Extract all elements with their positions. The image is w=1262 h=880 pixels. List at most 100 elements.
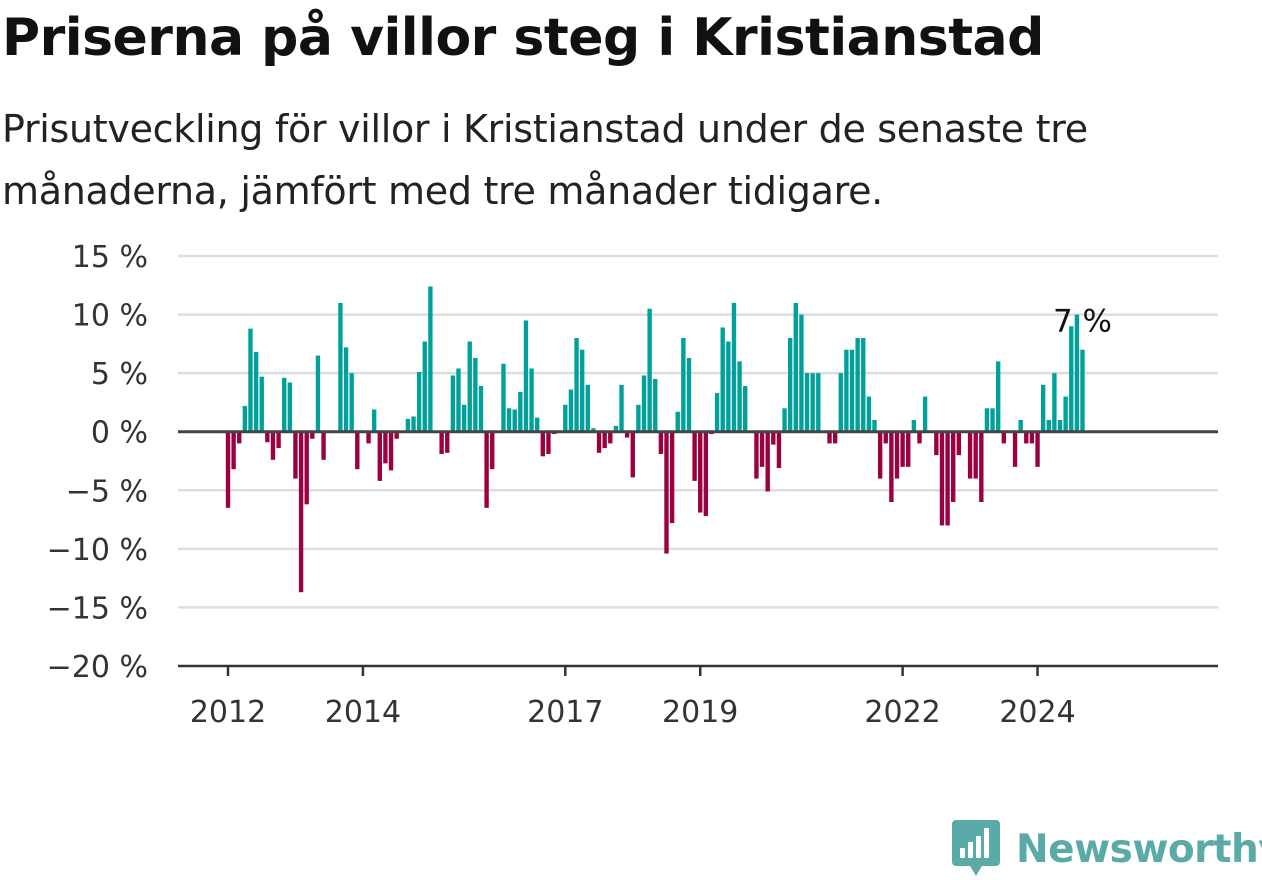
- bar: [1052, 373, 1057, 432]
- bar: [473, 357, 478, 432]
- bar: [478, 386, 484, 432]
- bar: [866, 396, 872, 432]
- last-value-label: 7 %: [1053, 304, 1112, 340]
- bar: [714, 393, 720, 432]
- y-axis-labels: 15 % 10 % 5 % 0 % −5 % −10 % −15 % −20 %: [47, 240, 148, 685]
- bar: [242, 405, 248, 432]
- bar: [315, 355, 321, 432]
- bar: [979, 431, 984, 502]
- bar: [1046, 420, 1051, 432]
- bar: [1018, 420, 1023, 432]
- bar-chart: 15 %10 %5 %0 %−5 %−10 %−15 %−20 % 2012 20…: [47, 240, 1218, 730]
- bar: [276, 431, 281, 449]
- bar: [900, 431, 905, 467]
- bar: [265, 431, 270, 443]
- bar: [461, 404, 467, 432]
- bar: [967, 431, 973, 479]
- bar: [450, 375, 456, 432]
- bar: [585, 384, 590, 432]
- bar: [546, 431, 551, 454]
- bar: [664, 431, 669, 554]
- bar: [428, 286, 433, 432]
- bar: [602, 431, 607, 449]
- y-tick-label: −10 %: [47, 533, 148, 568]
- brand-logo: Newsworthy: [950, 818, 1262, 880]
- page-subtitle: Prisutveckling för villor i Kristianstad…: [2, 107, 1088, 213]
- bar: [844, 349, 849, 432]
- bar: [911, 420, 917, 432]
- bar: [698, 431, 703, 513]
- bar: [1040, 384, 1046, 432]
- bar: [287, 382, 293, 432]
- bar: [225, 431, 231, 508]
- bar: [838, 373, 843, 432]
- bar: [827, 431, 832, 444]
- bar: [304, 431, 309, 505]
- bar: [591, 428, 596, 432]
- bar: [310, 431, 315, 439]
- bar: [416, 371, 422, 432]
- page-title: Priserna på villor steg i Kristianstad: [2, 8, 1044, 68]
- bar: [490, 431, 495, 470]
- bar-chart-badge-icon: [952, 820, 1000, 876]
- bar: [703, 431, 709, 517]
- bar: [922, 396, 928, 432]
- bar: [799, 314, 804, 432]
- bar: [743, 386, 748, 432]
- bar: [1074, 314, 1080, 432]
- bar: [889, 431, 894, 502]
- bar: [445, 431, 450, 453]
- x-tick-label: 2017: [527, 695, 603, 730]
- bar: [793, 302, 798, 432]
- bar: [613, 425, 619, 432]
- bar: [1035, 431, 1040, 467]
- chart-bars: [225, 286, 1085, 593]
- bar: [439, 431, 444, 454]
- bar: [293, 431, 298, 479]
- bar: [771, 431, 776, 445]
- y-tick-label: 10 %: [72, 299, 148, 334]
- bar: [731, 302, 737, 432]
- bar: [675, 411, 680, 432]
- bar: [1057, 420, 1063, 432]
- bar: [1080, 349, 1085, 432]
- y-tick-label: −15 %: [47, 591, 148, 626]
- bar: [253, 352, 259, 432]
- bar: [1001, 431, 1006, 444]
- bar: [816, 373, 821, 432]
- bar: [658, 431, 664, 454]
- bar: [512, 409, 517, 432]
- bar: [737, 361, 742, 432]
- bar: [523, 320, 529, 432]
- bar: [861, 338, 866, 432]
- bar: [383, 431, 388, 464]
- bar: [669, 431, 675, 524]
- bar: [338, 302, 343, 432]
- bar: [877, 431, 883, 479]
- bar: [765, 431, 770, 492]
- bar: [411, 416, 416, 432]
- y-tick-label: −20 %: [47, 650, 148, 685]
- bar: [1012, 431, 1018, 467]
- bar: [501, 363, 506, 432]
- bar: [321, 431, 326, 460]
- bar: [388, 431, 394, 471]
- bar: [568, 389, 574, 432]
- bar: [720, 327, 725, 432]
- bar: [467, 341, 472, 432]
- bar: [849, 349, 855, 432]
- bar: [883, 431, 888, 444]
- bar: [1029, 431, 1035, 444]
- bar: [231, 431, 236, 470]
- x-tick-label: 2012: [190, 695, 266, 730]
- bar: [563, 404, 568, 432]
- bar: [1069, 326, 1074, 432]
- bar: [990, 408, 995, 432]
- x-axis-labels: 2012 2014 2017 2019 2022 2024: [190, 666, 1076, 730]
- bar: [973, 431, 978, 479]
- bar: [872, 420, 877, 432]
- bar: [787, 338, 793, 432]
- x-tick-label: 2022: [864, 695, 940, 730]
- bar: [951, 431, 956, 502]
- bar: [917, 431, 922, 444]
